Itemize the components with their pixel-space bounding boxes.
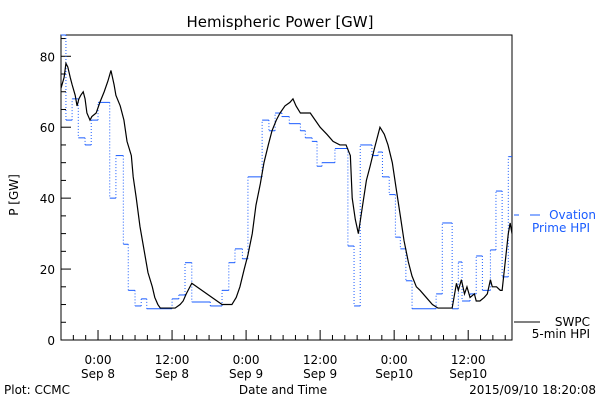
plot-credit: Plot: CCMC (4, 383, 70, 397)
legend-ovation: Ovation Prime HPI (514, 208, 596, 235)
y-tick-label: 40 (40, 192, 55, 206)
x-tick-label-time: 0:00 (233, 353, 260, 367)
x-tick-label-time: 0:00 (85, 353, 112, 367)
x-tick-label-time: 12:00 (155, 353, 190, 367)
x-tick-label-date: Sep 8 (155, 367, 189, 381)
legend-swpc-label-2: 5-min HPI (532, 327, 590, 341)
y-tick-label: 80 (40, 50, 55, 64)
x-tick-label-date: Sep10 (375, 367, 413, 381)
x-tick-label-date: Sep 9 (229, 367, 263, 381)
swpc-line (60, 61, 513, 309)
y-tick-label: 0 (47, 334, 55, 348)
x-axis-label: Date and Time (239, 383, 327, 397)
y-tick-label: 20 (40, 263, 55, 277)
plot-frame (60, 34, 513, 341)
ovation-series (61, 34, 512, 310)
x-tick-label-date: Sep 9 (303, 367, 337, 381)
x-tick-label-time: 12:00 (303, 353, 338, 367)
x-tick-label-time: 0:00 (381, 353, 408, 367)
chart-title: Hemispheric Power [GW] (187, 13, 374, 31)
legend-swpc-label-1: SWPC (555, 315, 590, 329)
x-tick-label-date: Sep10 (449, 367, 487, 381)
y-tick-label: 60 (40, 121, 55, 135)
swpc-series (60, 61, 513, 309)
plot-timestamp: 2015/09/10 18:20:08 (469, 383, 596, 397)
legend-ovation-label-1: Ovation (549, 208, 596, 222)
legend-swpc: SWPC 5-min HPI (514, 315, 590, 341)
x-tick-label-date: Sep 8 (81, 367, 115, 381)
x-tick-label-time: 12:00 (451, 353, 486, 367)
y-axis-label: P [GW] (7, 174, 21, 216)
legend-ovation-label-2: Prime HPI (532, 221, 590, 235)
